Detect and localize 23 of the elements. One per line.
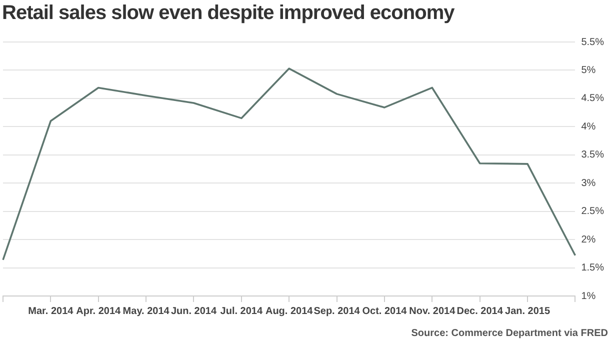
- x-tick-label: Aug. 2014: [265, 306, 314, 317]
- y-tick-label: 5.5%: [581, 36, 604, 48]
- x-tick-label: Mar. 2014: [28, 306, 74, 317]
- x-tick-label: Jul. 2014: [220, 306, 263, 317]
- y-tick-label: 5%: [581, 64, 596, 76]
- x-tick-label: May. 2014: [122, 306, 170, 317]
- x-tick-label: Dec. 2014: [456, 306, 504, 317]
- y-tick-label: 1%: [581, 290, 596, 302]
- y-tick-label: 3%: [581, 178, 596, 189]
- x-tick-label: Nov. 2014: [409, 306, 456, 317]
- chart-title: Retail sales slow even despite improved economy: [2, 2, 454, 25]
- x-tick-label: Jun. 2014: [170, 306, 217, 317]
- x-tick-label: Sep. 2014: [314, 306, 360, 317]
- y-tick-label: 1.5%: [581, 262, 604, 274]
- y-tick-label: 2%: [581, 234, 596, 246]
- x-tick-label: Oct. 2014: [362, 306, 408, 317]
- x-tick-label: Jan. 2015: [505, 306, 550, 317]
- y-tick-label: 3.5%: [581, 150, 604, 161]
- y-tick-label: 4%: [581, 121, 596, 132]
- y-tick-label: 2.5%: [581, 206, 604, 218]
- x-tick-label: Apr. 2014: [76, 306, 122, 317]
- source-note: Source: Commerce Department via FRED: [411, 328, 608, 339]
- y-tick-label: 4.5%: [581, 93, 604, 104]
